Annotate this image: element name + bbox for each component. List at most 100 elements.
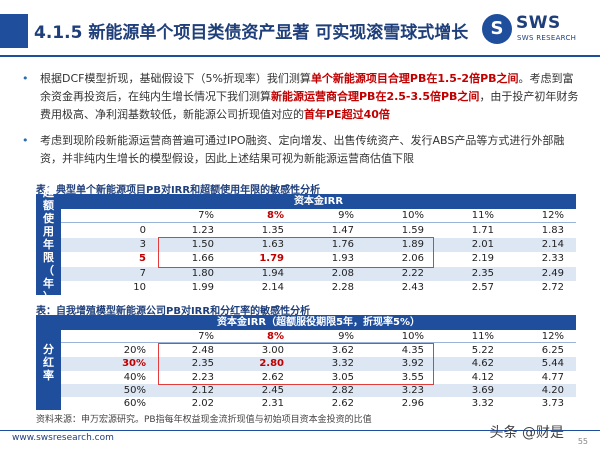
table-cell: 3.73	[541, 398, 564, 410]
bullet-text: 。考虑到富余资金再投资后，在纯内生增长情况下我们测算	[40, 72, 574, 103]
table2-section-title: 资本金IRR（超额服役期限5年，折现率5%）	[61, 315, 576, 330]
table-cell: 6.25	[541, 345, 564, 356]
table1-caption: 表：典型单个新能源项目PB对IRR和超额使用年限的敏感性分析	[36, 185, 321, 196]
bullet-text: 考虑到现阶段新能源运营商普遍可通过IPO融资、定向增发、出售传统资产、发行ABS…	[40, 134, 565, 165]
table-cell: 4.62	[471, 358, 494, 370]
logo-text: SWS	[516, 13, 561, 33]
row-label: 7	[139, 267, 146, 279]
table-row: 5 1.66 1.79 1.93 2.06 2.19 2.33	[61, 252, 576, 266]
column-header: 9%	[338, 331, 354, 342]
column-header: 12%	[541, 331, 564, 342]
table1-section-title: 资本金IRR	[61, 194, 576, 209]
column-header: 8%	[267, 331, 284, 342]
highlighted-text: 首年PE超过40倍	[304, 108, 390, 121]
table-row: 0 1.23 1.35 1.47 1.59 1.71 1.83	[61, 224, 576, 238]
row-label: 5	[139, 253, 146, 265]
row-label: 60%	[123, 398, 146, 410]
slide-title: 4.1.5 新能源单个项目类债资产显著 可实现滚雪球式增长	[34, 23, 469, 43]
table-cell: 1.71	[471, 225, 494, 236]
table-cell: 3.55	[401, 371, 424, 383]
table-cell: 2.45	[261, 384, 284, 396]
side-label-text: 超额使用年限（年）	[43, 186, 54, 303]
table-row: 60% 2.02 2.31 2.62 2.96 3.32 3.73	[61, 397, 576, 410]
table-cell: 1.94	[261, 267, 284, 279]
column-header: 8%	[267, 210, 284, 221]
column-header: 7%	[198, 331, 214, 342]
table-cell: 3.92	[401, 358, 424, 370]
table-cell: 1.63	[261, 239, 284, 251]
table-cell: 2.80	[259, 358, 284, 370]
table-cell: 2.14	[541, 239, 564, 251]
table-cell: 4.12	[471, 371, 494, 383]
table-cell: 1.59	[401, 225, 424, 236]
table-cell: 1.76	[331, 239, 354, 251]
table-cell: 3.23	[401, 384, 424, 396]
row-label	[61, 209, 156, 222]
table-cell: 3.32	[331, 358, 354, 370]
table-cell: 2.28	[331, 281, 354, 293]
table1-side-label: 超额使用年限（年）	[36, 186, 61, 303]
column-header-row: 7% 8% 9% 10% 11% 12%	[61, 209, 576, 224]
table2-caption: 表：自我增殖模型新能源公司PB对IRR和分红率的敏感性分析	[36, 306, 311, 317]
column-header: 11%	[471, 210, 494, 221]
table-row: 30% 2.35 2.80 3.32 3.92 4.62 5.44	[61, 357, 576, 371]
row-label: 10	[133, 281, 146, 293]
footer-url[interactable]: www.swsresearch.com	[12, 433, 114, 443]
table-cell: 2.19	[471, 253, 494, 265]
table-cell: 2.14	[261, 281, 284, 293]
source-note: 资料来源：申万宏源研究。PB指每年权益现金流折现值与初始项目资本金投资的比值	[36, 415, 372, 425]
column-header: 10%	[401, 210, 424, 221]
bullet-2: • 考虑到现阶段新能源运营商普遍可通过IPO融资、定向增发、出售传统资产、发行A…	[22, 132, 580, 168]
table-cell: 2.43	[401, 281, 424, 293]
column-header: 9%	[338, 210, 354, 221]
column-header-row: 7% 8% 9% 10% 11% 12%	[61, 330, 576, 344]
bullet-1: • 根据DCF模型折现，基础假设下（5%折现率）我们测算单个新能源项目合理PB在…	[22, 70, 580, 124]
table-row: 20% 2.48 3.00 3.62 4.35 5.22 6.25	[61, 344, 576, 357]
table-cell: 3.32	[471, 398, 494, 410]
column-header: 12%	[541, 210, 564, 221]
table-cell: 2.82	[331, 384, 354, 396]
table-cell: 5.22	[471, 345, 494, 356]
row-label: 3	[139, 239, 146, 251]
row-label: 40%	[123, 371, 146, 383]
watermark: 头条 @财是	[489, 425, 564, 441]
table-cell: 2.33	[541, 253, 564, 265]
table-cell: 1.83	[541, 225, 564, 236]
logo-icon: S	[482, 14, 512, 44]
highlighted-text: 单个新能源项目合理PB在1.5-2倍PB之间	[310, 72, 519, 85]
table-cell: 1.23	[191, 225, 214, 236]
page-number: 55	[577, 437, 588, 446]
table-cell: 3.00	[261, 345, 284, 356]
table-cell: 2.35	[471, 267, 494, 279]
sws-logo: S SWS SWS RESEARCH	[482, 12, 588, 52]
row-label: 20%	[123, 345, 146, 356]
header-divider	[0, 55, 600, 57]
table-cell: 1.93	[331, 253, 354, 265]
table-cell: 2.31	[261, 398, 284, 410]
table-cell: 3.62	[331, 345, 354, 356]
table-cell: 2.96	[401, 398, 424, 410]
row-label: 50%	[123, 384, 146, 396]
table-cell: 2.48	[191, 345, 214, 356]
table-cell: 2.72	[541, 281, 564, 293]
table-cell: 1.50	[191, 239, 214, 251]
bullet-dot-icon: •	[22, 72, 29, 85]
table-cell: 1.66	[191, 253, 214, 265]
row-label: 30%	[122, 358, 146, 370]
side-label-text: 分红率	[43, 343, 54, 382]
table-cell: 1.79	[259, 253, 284, 265]
table-cell: 1.80	[191, 267, 214, 279]
table-cell: 4.20	[541, 384, 564, 396]
table-row: 3 1.50 1.63 1.76 1.89 2.01 2.14	[61, 238, 576, 253]
table-row: 50% 2.12 2.45 2.82 3.23 3.69 4.20	[61, 383, 576, 398]
footer-divider	[0, 430, 600, 431]
table-cell: 3.05	[331, 371, 354, 383]
slide-header: 4.1.5 新能源单个项目类债资产显著 可实现滚雪球式增长 S SWS SWS …	[0, 0, 600, 60]
bullet-text: 根据DCF模型折现，基础假设下（5%折现率）我们测算	[40, 72, 311, 85]
table-cell: 5.44	[541, 358, 564, 370]
table-cell: 1.89	[401, 239, 424, 251]
table-cell: 2.49	[541, 267, 564, 279]
column-header: 11%	[471, 331, 494, 342]
table-row: 10 1.99 2.14 2.28 2.43 2.57 2.72	[61, 281, 576, 295]
table-cell: 4.35	[401, 345, 424, 356]
